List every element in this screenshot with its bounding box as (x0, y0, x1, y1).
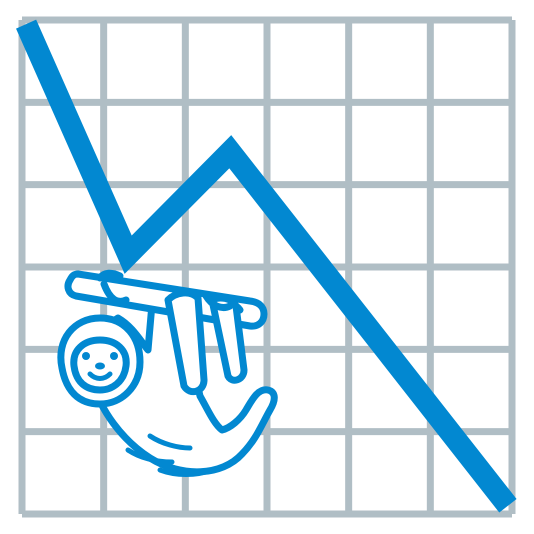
sloth-fur-line-2 (147, 433, 193, 451)
chart-series (16, 19, 517, 513)
sloth-front-arm (164, 289, 208, 396)
series-line (16, 19, 517, 513)
sloth-eye-right (110, 352, 118, 360)
sloth-rear-arm (208, 294, 248, 384)
sloth-claws-left (100, 280, 130, 305)
sloth-eye-left (82, 352, 90, 360)
sloth-mouth (87, 371, 113, 381)
sloth-nose (95, 362, 105, 370)
sloth-claws-right (202, 292, 234, 312)
branch-twig (96, 269, 124, 282)
sloth-fur-line-3 (157, 467, 215, 477)
chart-grid (18, 16, 516, 518)
sloth-icon (57, 269, 278, 477)
sloth-fur-line-1 (125, 447, 175, 465)
